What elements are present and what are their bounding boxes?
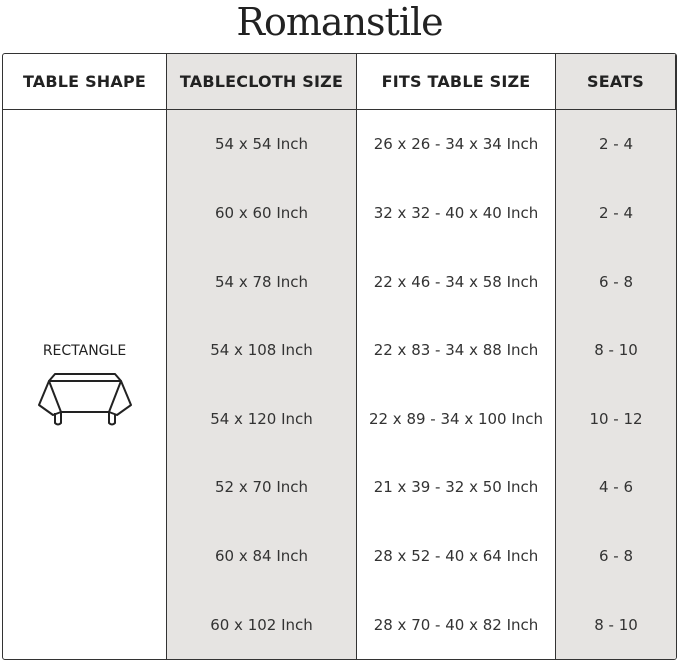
tablecloth-size-column: 54 x 54 Inch 60 x 60 Inch 54 x 78 Inch 54 x… [167, 110, 357, 659]
seats-column: 2 - 4 2 - 4 6 - 8 8 - 10 10 - 12 4 - 6 6 - 8 8 … [556, 110, 676, 659]
tablecloth-size-cell: 60 x 84 Inch [214, 547, 309, 566]
fits-table-size-column: 26 x 26 - 34 x 34 Inch 32 x 32 - 40 x 40 … [357, 110, 556, 659]
fits-table-size-cell: 22 x 89 - 34 x 100 Inch [368, 409, 544, 428]
seats-cell: 10 - 12 [589, 409, 643, 428]
shape-label: RECTANGLE [42, 342, 127, 359]
fits-table-size-cell: 28 x 52 - 40 x 64 Inch [373, 547, 539, 566]
fits-table-size-cell: 22 x 46 - 34 x 58 Inch [373, 272, 539, 291]
fits-table-size-cell: 28 x 70 - 40 x 82 Inch [373, 615, 539, 634]
seats-cell: 2 - 4 [598, 135, 634, 154]
seats-cell: 4 - 6 [598, 478, 634, 497]
tablecloth-size-cell: 54 x 54 Inch [214, 135, 309, 154]
fits-table-size-cell: 21 x 39 - 32 x 50 Inch [373, 478, 539, 497]
seats-cell: 8 - 10 [594, 341, 638, 360]
rectangle-table-icon [37, 372, 132, 425]
tablecloth-size-cell: 54 x 78 Inch [214, 272, 309, 291]
shape-column: RECTANGLE [3, 110, 167, 659]
header-tablecloth-size: TABLECLOTH SIZE [167, 54, 357, 110]
seats-cell: 6 - 8 [598, 547, 634, 566]
header-seats: SEATS [556, 54, 676, 110]
header-table-shape: TABLE SHAPE [3, 54, 167, 110]
header-fits-table-size: FITS TABLE SIZE [357, 54, 556, 110]
seats-cell: 2 - 4 [598, 203, 634, 222]
seats-cell: 6 - 8 [598, 272, 634, 291]
fits-table-size-cell: 22 x 83 - 34 x 88 Inch [373, 341, 539, 360]
size-chart-table: TABLE SHAPE TABLECLOTH SIZE FITS TABLE S… [2, 53, 677, 660]
brand-logo: Romanstile [236, 0, 443, 44]
fits-table-size-cell: 32 x 32 - 40 x 40 Inch [373, 203, 539, 222]
fits-table-size-cell: 26 x 26 - 34 x 34 Inch [373, 135, 539, 154]
tablecloth-size-cell: 60 x 102 Inch [210, 615, 313, 634]
tablecloth-size-cell: 60 x 60 Inch [214, 203, 309, 222]
seats-cell: 8 - 10 [594, 615, 638, 634]
tablecloth-size-cell: 52 x 70 Inch [214, 478, 309, 497]
tablecloth-size-cell: 54 x 108 Inch [210, 341, 313, 360]
tablecloth-size-cell: 54 x 120 Inch [210, 409, 313, 428]
